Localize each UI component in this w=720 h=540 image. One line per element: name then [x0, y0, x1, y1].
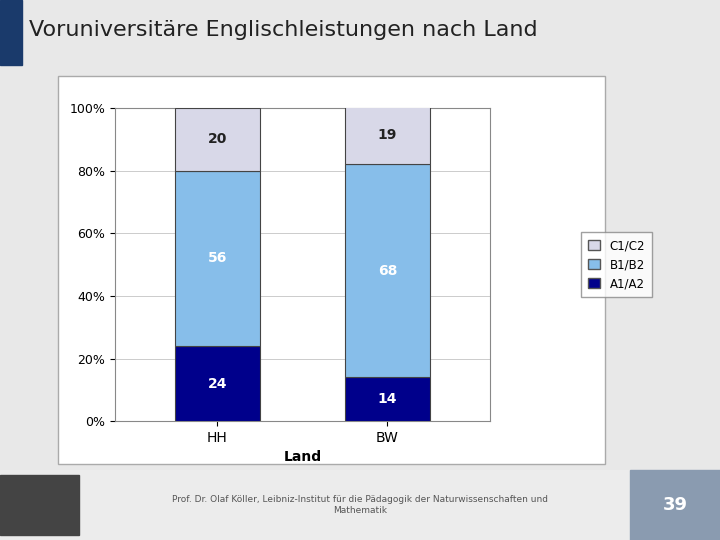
Text: 20: 20 [207, 132, 227, 146]
Bar [345, 105, 430, 164]
Text: 56: 56 [207, 251, 227, 265]
Bar [175, 108, 260, 171]
Text: Voruniversitäre Englischleistungen nach Land: Voruniversitäre Englischleistungen nach … [29, 19, 537, 40]
Text: 24: 24 [207, 376, 227, 390]
Bar [0, 0, 22, 65]
X-axis label: Land: Land [284, 450, 321, 464]
Bar [175, 171, 260, 346]
Text: 39: 39 [662, 496, 688, 514]
Text: 68: 68 [378, 264, 397, 278]
Bar [58, 76, 605, 464]
Bar [345, 164, 430, 377]
Bar [175, 346, 260, 421]
Bar [0, 470, 720, 540]
Bar [630, 470, 720, 540]
Bar [0, 475, 79, 535]
Legend: C1/C2, B1/B2, A1/A2: C1/C2, B1/B2, A1/A2 [581, 232, 652, 297]
Bar [345, 377, 430, 421]
Text: 19: 19 [378, 127, 397, 141]
Text: 14: 14 [378, 392, 397, 406]
Text: Prof. Dr. Olaf Köller, Leibniz-Institut für die Pädagogik der Naturwissenschafte: Prof. Dr. Olaf Köller, Leibniz-Institut … [172, 495, 548, 515]
